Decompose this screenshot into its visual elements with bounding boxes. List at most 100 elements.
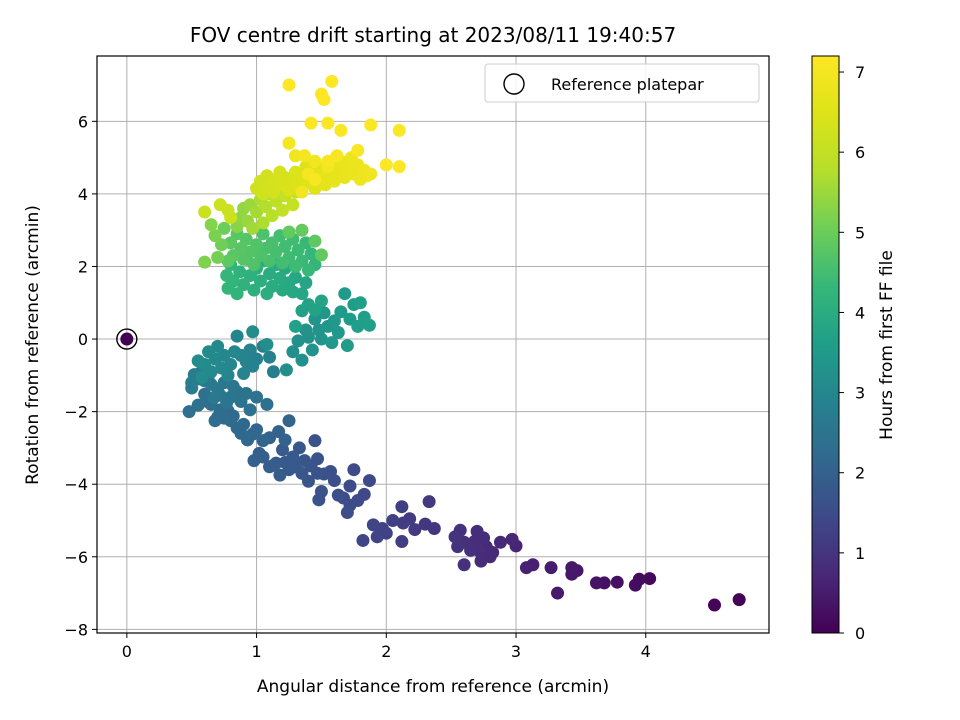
data-point — [325, 336, 339, 350]
plot-frame — [96, 55, 770, 634]
data-point — [308, 303, 322, 317]
data-point — [256, 216, 270, 230]
colorbar-tick-label: 3 — [855, 384, 865, 403]
colorbar-tick-label: 2 — [855, 464, 865, 483]
colorbar-label: Hours from first FF file — [877, 250, 897, 440]
data-point — [282, 225, 296, 239]
data-point — [362, 318, 376, 332]
data-point — [282, 136, 296, 150]
data-point — [273, 468, 287, 482]
data-point — [185, 376, 199, 390]
data-point — [298, 149, 312, 163]
y-tick-label: −2 — [64, 403, 88, 422]
data-point — [256, 434, 270, 448]
data-point — [327, 314, 341, 328]
data-point — [215, 361, 229, 375]
data-point — [551, 586, 565, 600]
data-point — [208, 414, 222, 428]
data-point — [276, 283, 290, 297]
data-point — [286, 198, 300, 212]
data-point — [247, 258, 261, 272]
chart-title: FOV centre drift starting at 2023/08/11 … — [190, 23, 676, 47]
data-point — [364, 167, 378, 181]
legend-marker-circle — [503, 73, 525, 95]
data-point — [207, 391, 221, 405]
data-point — [340, 339, 354, 353]
data-point — [305, 343, 319, 357]
legend-box — [484, 63, 760, 103]
data-point — [708, 598, 722, 612]
data-point — [295, 185, 309, 199]
data-point — [304, 116, 318, 130]
reference-point — [120, 332, 134, 346]
y-tick-label: −4 — [64, 475, 88, 494]
y-tick-label: 2 — [78, 257, 88, 276]
data-point — [266, 185, 280, 199]
scatter-points — [182, 74, 746, 612]
data-point — [448, 530, 462, 544]
data-point — [243, 269, 257, 283]
data-point — [330, 149, 344, 163]
data-point — [493, 535, 507, 549]
data-point — [451, 540, 465, 554]
data-point — [392, 160, 406, 174]
data-point — [211, 250, 225, 264]
data-point — [217, 221, 231, 235]
data-point — [308, 172, 322, 186]
data-point — [312, 493, 326, 507]
colorbar-tick-label: 5 — [855, 223, 865, 242]
data-point — [191, 354, 205, 368]
data-point — [327, 174, 341, 188]
data-point — [191, 398, 205, 412]
data-point — [276, 256, 290, 270]
data-point — [263, 460, 277, 474]
data-point — [395, 535, 409, 549]
data-point — [220, 269, 234, 283]
data-point — [204, 218, 218, 232]
data-point — [253, 249, 267, 263]
data-point — [301, 330, 315, 344]
data-point — [288, 319, 302, 333]
colorbar-tick-label: 4 — [855, 303, 865, 322]
data-point — [237, 278, 251, 292]
data-point — [314, 332, 328, 346]
colorbar-tick-label: 1 — [855, 544, 865, 563]
data-point — [295, 353, 309, 367]
data-point — [544, 561, 558, 575]
data-point — [276, 203, 290, 217]
data-point — [610, 575, 624, 589]
data-point — [366, 518, 380, 532]
data-point — [233, 265, 247, 279]
data-point — [288, 259, 302, 273]
data-point — [237, 252, 251, 266]
data-point — [308, 312, 322, 326]
x-axis-ticks: 0 1 2 3 4 — [122, 633, 651, 661]
data-point — [304, 247, 318, 261]
data-point — [351, 143, 365, 157]
data-point — [321, 116, 335, 130]
data-point — [276, 443, 290, 457]
data-point — [299, 276, 313, 290]
data-point — [308, 434, 322, 448]
data-point — [308, 234, 322, 248]
data-point — [422, 495, 436, 509]
y-tick-label: −6 — [64, 548, 88, 567]
data-point — [343, 479, 357, 493]
data-point — [259, 200, 273, 214]
y-tick-label: −8 — [64, 620, 88, 639]
data-point — [263, 267, 277, 281]
data-point — [202, 345, 216, 359]
colorbar-tick-label: 6 — [855, 143, 865, 162]
grid-lines — [97, 56, 769, 633]
data-point — [392, 123, 406, 137]
data-point — [221, 281, 235, 295]
data-point — [278, 433, 292, 447]
x-tick-label: 2 — [381, 642, 391, 661]
data-point — [256, 227, 270, 241]
x-tick-label: 0 — [122, 642, 132, 661]
data-point — [301, 263, 315, 277]
data-point — [470, 524, 484, 538]
data-point — [483, 550, 497, 564]
data-point — [732, 593, 746, 607]
y-tick-label: 0 — [78, 330, 88, 349]
